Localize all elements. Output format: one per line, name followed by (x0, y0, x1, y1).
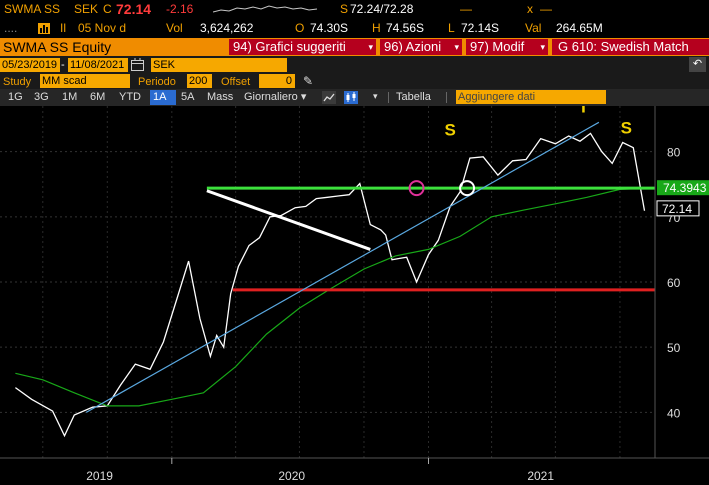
command-bar: SWMA SS Equity 94) Grafici suggeriti ▾ 9… (0, 38, 709, 56)
line-chart-icon[interactable] (322, 91, 336, 104)
ma-value-tag (657, 180, 709, 196)
chart-marks (15, 132, 646, 438)
y-tick-label: 80 (667, 146, 681, 160)
dropdown-arrow-icon: ▾ (540, 42, 545, 52)
low-price: 72.14S (461, 21, 500, 35)
last-price-label: 72.14 (662, 202, 692, 216)
x-flag: x (527, 2, 533, 16)
chart-icon[interactable] (38, 23, 50, 37)
downtrend-line (206, 189, 371, 251)
value-label: Val (525, 21, 542, 35)
pattern-letter: T (578, 106, 589, 117)
range-max[interactable]: Mass (207, 91, 234, 103)
chart-title: G 610: Swedish Match (552, 39, 709, 55)
offset-label: Offset (221, 76, 251, 88)
traded-value: 264.65M (556, 21, 603, 35)
volume: 3,624,262 (200, 21, 254, 35)
range-1y[interactable]: 1A (150, 90, 176, 105)
ma-value-label: 74.3943 (663, 181, 707, 195)
volume-label: Vol (166, 21, 183, 35)
currency-field[interactable]: SEK (151, 58, 287, 72)
open-label: O (295, 21, 305, 35)
range-1d[interactable]: 1G (8, 91, 23, 103)
actions-button[interactable]: 96) Azioni ▾ (380, 39, 462, 55)
moving-average-line (15, 187, 645, 407)
x-dash: — (540, 2, 552, 16)
x-tick-label: 2021 (527, 469, 554, 483)
close-flag: C (103, 2, 112, 16)
range-ytd[interactable]: YTD (119, 91, 141, 103)
quote-date: 05 Nov d (78, 21, 127, 35)
range-3d[interactable]: 3G (34, 91, 49, 103)
sparkline-icon (212, 3, 321, 19)
start-date-field[interactable]: 05/23/2019 (0, 58, 60, 72)
last-price-tag (656, 200, 700, 217)
price-change: -2.16 (166, 2, 194, 16)
y-tick-label: 50 (667, 341, 681, 355)
high-label: H (372, 21, 381, 35)
offset-field[interactable]: 0 (259, 74, 295, 88)
quote-detail-bar: .... Il 05 Nov d Vol 3,624,262 O 74.30S … (0, 19, 709, 37)
add-data-input[interactable]: Aggiungere dati (456, 90, 606, 104)
x-tick-label: 2019 (86, 469, 113, 483)
low-label: L (448, 21, 455, 35)
study-bar: Study MM scad Periodo 200 Offset 0 ✎ (0, 73, 709, 89)
y-tick-label: 40 (667, 406, 681, 420)
bid-ask: 72.24/72.28 (350, 2, 414, 16)
study-field[interactable]: MM scad (40, 74, 130, 88)
last-price: 72.14 (116, 1, 152, 17)
chart-grid (0, 106, 655, 458)
trendline (85, 121, 600, 413)
status-dots: .... (4, 21, 18, 35)
dropdown-arrow-icon: ▾ (297, 91, 307, 103)
dropdown-arrow-icon: ▾ (368, 42, 373, 52)
date-range-bar: 05/23/2019 - 11/08/2021 SEK ↶ (0, 56, 709, 73)
edit-button[interactable]: 97) Modif ▾ (466, 39, 548, 55)
price-line (15, 132, 646, 438)
edit-label: 97) Modif (470, 39, 525, 54)
security-field[interactable]: SWMA SS Equity (0, 39, 224, 55)
table-button[interactable]: Tabella (396, 91, 431, 103)
chart-toolbar: 1G 3G 1M 6M YTD 1A 5A Mass Giornaliero ▾… (0, 89, 709, 106)
chart-annotations: S T S (85, 106, 655, 413)
x-tick-label: 2020 (278, 469, 305, 483)
study-label: Study (3, 76, 32, 88)
il-flag: Il (60, 21, 66, 35)
dropdown-arrow-icon: ▾ (454, 42, 459, 52)
ticker[interactable]: SWMA SS (4, 2, 61, 16)
y-tick-label: 60 (667, 276, 681, 290)
end-date-field[interactable]: 11/08/2021 (68, 58, 128, 72)
open-price: 74.30S (310, 21, 349, 35)
range-5y[interactable]: 5A (181, 91, 195, 103)
chart-type-dropdown-icon[interactable]: ▾ (373, 91, 378, 101)
period-field[interactable]: 200 (187, 74, 212, 88)
suggested-charts-button[interactable]: 94) Grafici suggeriti ▾ (229, 39, 376, 55)
range-1m[interactable]: 1M (62, 91, 78, 103)
pencil-icon[interactable]: ✎ (303, 74, 314, 88)
back-arrow-icon[interactable]: ↶ (689, 57, 706, 72)
frequency-label: Giornaliero (244, 91, 298, 103)
toolbar-divider (446, 92, 447, 103)
bid-ask-dash: — (460, 2, 472, 16)
candle-chart-icon[interactable] (344, 91, 358, 104)
retest-circle (459, 180, 476, 197)
currency: SEK (74, 2, 99, 16)
high-price: 74.56S (386, 21, 425, 35)
pattern-letter: S (621, 118, 632, 137)
actions-label: 96) Azioni (384, 39, 442, 54)
bid-ask-flag: S (340, 2, 349, 16)
range-6m[interactable]: 6M (90, 91, 106, 103)
period-label: Periodo (138, 76, 176, 88)
breakout-circle (408, 180, 425, 197)
pattern-letter: S (445, 120, 456, 139)
toolbar-divider (388, 92, 389, 103)
frequency-select[interactable]: Giornaliero ▾ (241, 90, 309, 105)
quote-bar: SWMA SS SEK C 72.14 -2.16 S 72.24/72.28 … (0, 0, 709, 19)
calendar-icon[interactable] (131, 58, 145, 74)
suggested-charts-label: 94) Grafici suggeriti (233, 39, 346, 54)
date-dash: - (61, 59, 65, 71)
